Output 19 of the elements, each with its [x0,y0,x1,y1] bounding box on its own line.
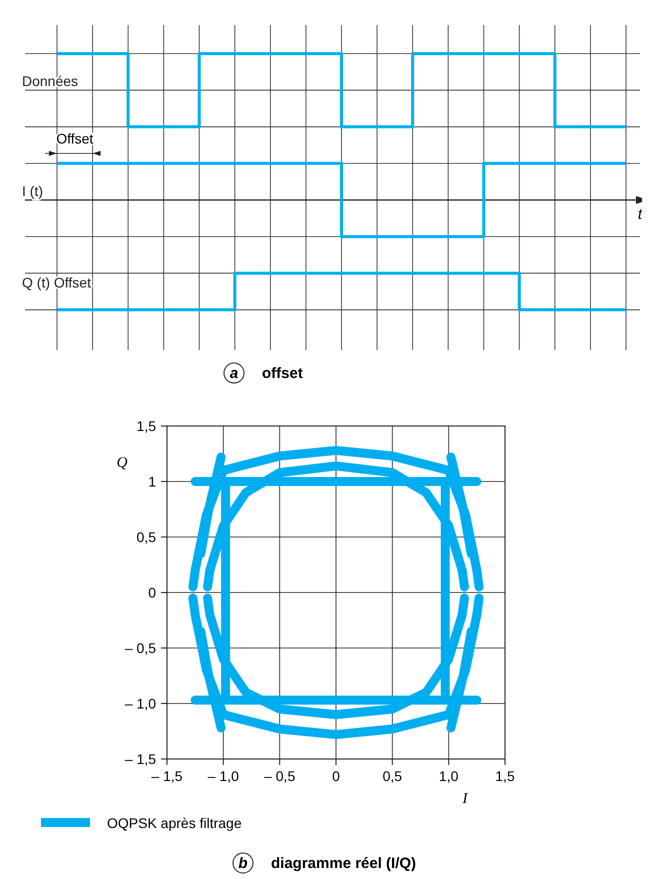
y-tick-label: 0,5 [136,529,156,545]
x-tick-label: 1,0 [438,768,459,784]
y-tick-label: 0 [148,584,156,600]
y-tick-label: 1,5 [136,418,156,434]
x-tick-label: 0,5 [382,768,402,784]
legend-label: OQPSK après filtrage [107,815,242,831]
x-tick-label: – 1,0 [208,768,240,784]
chart-title: a offset [230,365,303,382]
x-tick-label: – 0,5 [264,768,296,784]
y-tick-label: 1 [148,474,156,490]
x-axis-title: I [462,791,468,807]
x-tick-label: 0 [332,768,340,784]
y-tick-label: – 1,0 [124,696,156,712]
y-tick-label: – 0,5 [124,640,156,656]
x-tick-label: 1,5 [495,768,515,784]
series-label: I (t) [22,183,43,199]
chart-title: b diagramme réel (I/Q) [238,855,416,872]
y-axis-title: Q [116,455,128,471]
y-tick-label: – 1,5 [124,751,156,767]
